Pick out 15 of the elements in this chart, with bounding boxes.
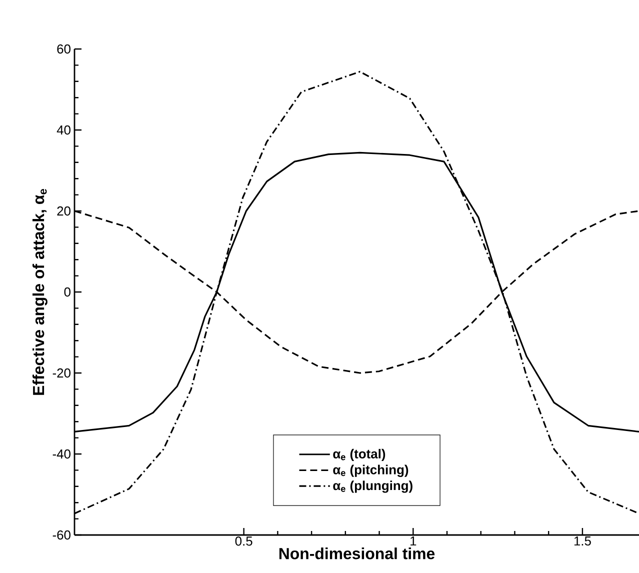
y-tick-label: -40 xyxy=(52,449,70,459)
x-tick-label: 1.5 xyxy=(574,536,591,546)
legend-label: α$_{e}$ (total) xyxy=(333,448,386,462)
legend-label: α$_{e}$ (plunging) xyxy=(333,480,412,493)
y-axis-title: Effective angle of attack, α$_{e}$ xyxy=(32,188,48,395)
legend-label: α$_{e}$ (pitching) xyxy=(333,464,408,477)
x-axis-title: Non-dimesional time xyxy=(279,548,435,560)
x-tick-label: 0.5 xyxy=(235,536,252,546)
y-tick-label: -20 xyxy=(52,368,70,378)
y-tick-label: 60 xyxy=(57,44,70,54)
y-tick-label: 20 xyxy=(57,206,70,216)
y-tick-label: 0 xyxy=(64,287,70,297)
x-tick-label: 1 xyxy=(410,536,416,546)
y-tick-label: -60 xyxy=(52,530,70,540)
y-tick-label: 40 xyxy=(56,125,70,135)
